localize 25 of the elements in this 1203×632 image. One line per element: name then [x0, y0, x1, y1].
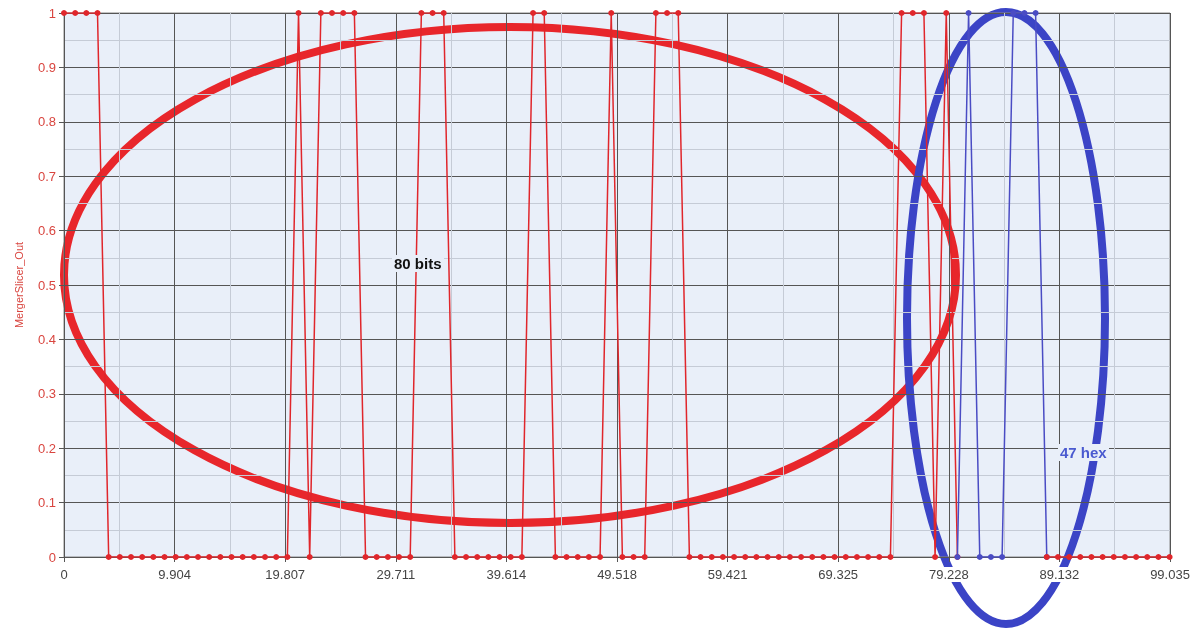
y-axis-title: MergerSlicer_Out [12, 241, 25, 329]
x-tick-label: 29.711 [376, 567, 416, 582]
annotation: 80 bits [392, 255, 444, 272]
y-tick-label: 0.2 [37, 440, 56, 456]
y-tick-label: 0.6 [37, 223, 56, 239]
y-tick-label: 0.9 [37, 59, 56, 75]
y-tick-label: 0.3 [37, 386, 56, 402]
y-tick-label: 0.8 [37, 114, 56, 130]
x-tick-label: 39.614 [486, 567, 527, 582]
x-tick-label: 9.904 [158, 567, 191, 582]
y-tick-label: 0.7 [37, 168, 56, 184]
y-tick-label: 0.4 [37, 331, 56, 347]
y-tick-label: 0 [48, 549, 56, 565]
annotation: 47 hex [1058, 444, 1109, 461]
x-tick-label: 99.035 [1150, 567, 1190, 582]
x-tick-label: 69.325 [818, 567, 859, 582]
y-tick-label: 0.1 [37, 495, 56, 511]
x-tick-label: 79.228 [928, 567, 969, 582]
x-tick-label: 89.132 [1039, 567, 1080, 582]
x-tick-label: 19.807 [265, 567, 306, 582]
x-tick-label: 59.421 [707, 567, 748, 582]
y-tick-label: 0.5 [37, 277, 56, 293]
x-tick-label: 0 [60, 567, 68, 582]
x-tick-label: 49.518 [597, 567, 637, 582]
y-tick-label: 1 [48, 5, 56, 21]
